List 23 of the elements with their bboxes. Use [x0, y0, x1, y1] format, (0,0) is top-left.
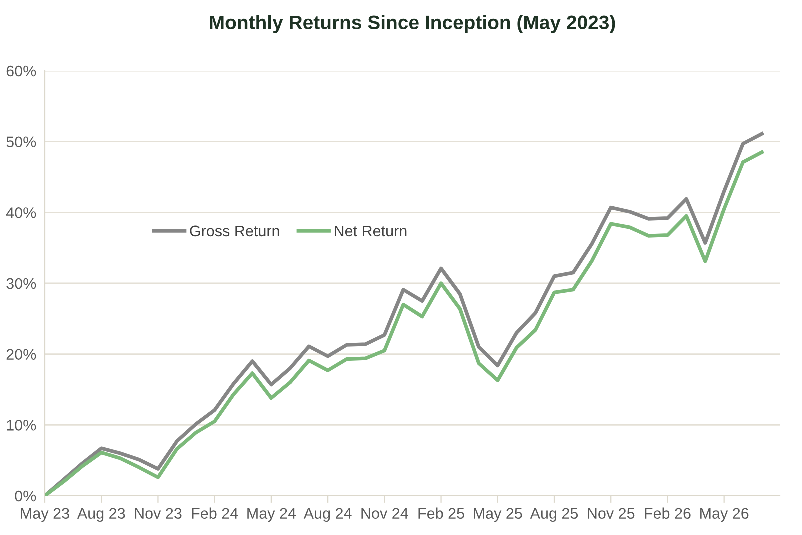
y-tick-label: 20% [6, 349, 36, 360]
y-tick-label: 30% [6, 278, 36, 290]
x-tick-label: May 24 [248, 508, 296, 522]
x-tick-label: Feb 24 [192, 508, 238, 520]
y-tick-label: 60% [6, 66, 36, 77]
legend-label: Net Return [335, 226, 407, 237]
x-tick-label: May 23 [21, 508, 70, 522]
x-tick-label: May 25 [474, 508, 522, 522]
y-tick-label: 10% [7, 420, 36, 431]
x-tick-label: Aug 25 [530, 508, 578, 522]
x-tick-label: Feb 25 [418, 508, 464, 520]
x-tick-label: May 26 [700, 508, 749, 522]
x-tick-label: Feb 26 [645, 508, 691, 520]
x-tick-label: Nov 24 [362, 508, 408, 520]
legend-label: Gross Return [190, 226, 280, 237]
y-tick-label: 40% [6, 208, 36, 218]
x-tick-label: Nov 25 [588, 508, 635, 520]
y-tick-label: 50% [6, 136, 36, 148]
chart-title: Monthly Returns Since Inception (May 2023) [210, 15, 616, 34]
x-tick-label: Aug 24 [304, 508, 352, 522]
x-tick-label: Aug 23 [77, 508, 126, 522]
y-tick-label: 0% [15, 490, 36, 502]
x-tick-label: Nov 23 [135, 508, 182, 520]
